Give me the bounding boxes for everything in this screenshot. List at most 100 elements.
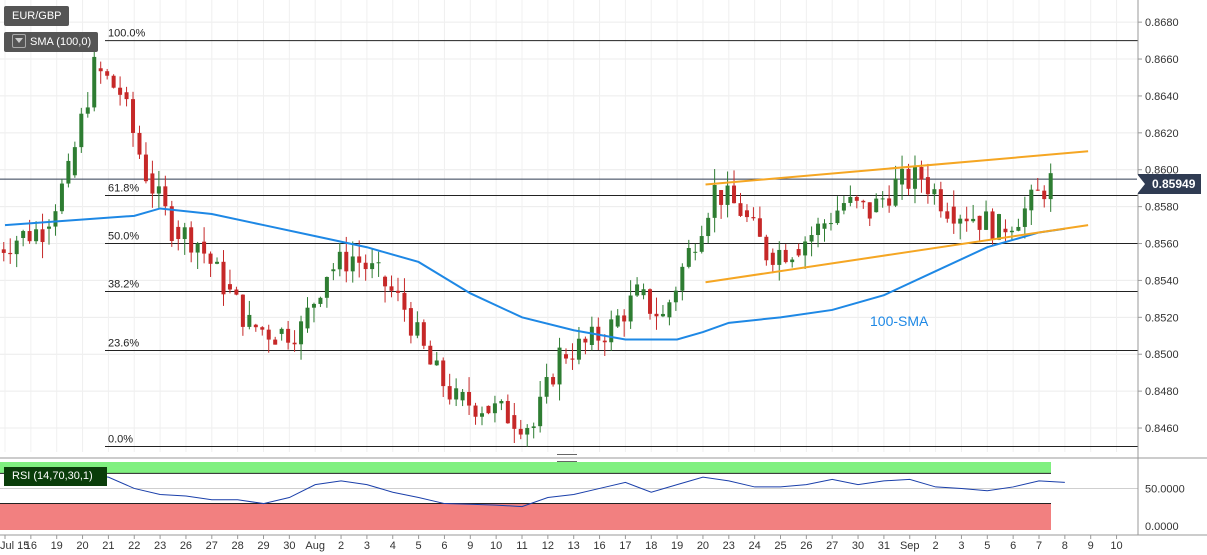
candle-body: [706, 217, 711, 237]
candle-body: [764, 236, 769, 261]
candle-body: [725, 185, 730, 205]
candle-body: [492, 403, 497, 414]
candle-body: [809, 235, 814, 242]
candle-body: [848, 196, 853, 203]
candle-body: [66, 160, 71, 184]
candle-body: [337, 251, 342, 270]
x-tick-label: 28: [232, 540, 244, 552]
candle-body: [350, 256, 355, 272]
x-tick-label: 16: [25, 540, 37, 552]
candle-body: [79, 113, 84, 148]
candle-body: [428, 345, 433, 365]
candle-body: [150, 173, 155, 194]
candle-body: [958, 218, 963, 224]
candle-body: [460, 391, 465, 401]
candle-body: [641, 289, 646, 296]
candle-body: [85, 107, 90, 114]
x-tick-label: 20: [76, 540, 88, 552]
candle-body: [609, 319, 614, 343]
rsi-overbought-zone: [0, 462, 1051, 474]
candle-body: [900, 168, 905, 185]
candle-body: [247, 314, 252, 327]
candle-body: [176, 226, 181, 240]
candle-body: [874, 198, 879, 213]
candle-body: [977, 215, 982, 230]
x-tick-label: 7: [1036, 540, 1042, 552]
candle-body: [253, 324, 258, 328]
candle-body: [331, 269, 336, 272]
candle-body: [790, 259, 795, 263]
candle-body: [1035, 189, 1040, 191]
sma-layer: [4, 207, 1065, 341]
y-tick-label: 0.8620: [1145, 128, 1179, 140]
y-tick-label: 0.8540: [1145, 275, 1179, 287]
x-tick-label: 18: [645, 540, 657, 552]
x-tick-label: 19: [51, 540, 63, 552]
candle-body: [27, 231, 32, 242]
symbol-label: EUR/GBP: [12, 10, 62, 22]
candle-body: [318, 297, 323, 304]
candle-body: [1022, 208, 1027, 227]
x-tick-label: 13: [568, 540, 580, 552]
x-tick-label: 31: [878, 540, 890, 552]
symbol-badge[interactable]: EUR/GBP: [4, 6, 69, 26]
x-tick-label: 26: [800, 540, 812, 552]
candle-body: [518, 428, 523, 435]
fib-label: 23.6%: [108, 338, 139, 350]
indicator-badge[interactable]: SMA (100,0): [4, 32, 99, 52]
x-tick-label: 3: [364, 540, 370, 552]
fib-label: 0.0%: [108, 433, 133, 445]
candle-body: [59, 183, 64, 212]
panel-resize-handle[interactable]: [557, 454, 577, 462]
candle-body: [324, 276, 329, 298]
x-tick-label: Sep: [900, 540, 920, 552]
candle-body: [137, 132, 142, 155]
candle-body: [841, 203, 846, 211]
candle-body: [363, 262, 368, 270]
candle-body: [751, 217, 756, 219]
candle-body: [21, 231, 26, 238]
candle-body: [544, 377, 549, 397]
x-tick-label: 26: [180, 540, 192, 552]
candle-body: [867, 202, 872, 219]
candle-body: [266, 329, 271, 340]
candle-body: [1003, 228, 1008, 233]
candle-body: [757, 218, 762, 237]
x-tick-label: 16: [593, 540, 605, 552]
candle-body: [1016, 226, 1021, 231]
y-tick-label: 0.8640: [1145, 91, 1179, 103]
x-tick-label: 27: [826, 540, 838, 552]
rsi-badge[interactable]: RSI (14,70,30,1): [4, 467, 107, 486]
candle-body: [479, 413, 484, 417]
candle-body: [124, 92, 129, 100]
rsi-tick-label: 0.0000: [1145, 521, 1179, 533]
x-tick-label: 21: [102, 540, 114, 552]
candle-body: [602, 340, 607, 343]
candle-body: [486, 405, 491, 414]
candle-body: [370, 263, 375, 270]
candle-body: [938, 189, 943, 212]
x-tick-label: 5: [416, 540, 422, 552]
rsi-label: RSI (14,70,30,1): [12, 470, 93, 482]
candle-body: [299, 321, 304, 345]
candle-body: [111, 75, 116, 88]
candle-body: [648, 289, 653, 314]
candle-body: [8, 252, 13, 255]
x-tick-label: 10: [1110, 540, 1122, 552]
y-tick-label: 0.8480: [1145, 386, 1179, 398]
y-tick-label: 0.8500: [1145, 349, 1179, 361]
chevron-down-icon[interactable]: [12, 34, 26, 48]
x-tick-label: 5: [984, 540, 990, 552]
candle-body: [512, 415, 517, 429]
candle-body: [887, 198, 892, 206]
candle-body: [182, 227, 187, 240]
candle-body: [292, 342, 297, 345]
candle-body: [816, 223, 821, 236]
candle-body: [454, 388, 459, 400]
y-tick-label: 0.8580: [1145, 202, 1179, 214]
candle-body: [72, 147, 77, 176]
x-tick-label: 30: [852, 540, 864, 552]
x-tick-label: 11: [516, 540, 527, 552]
